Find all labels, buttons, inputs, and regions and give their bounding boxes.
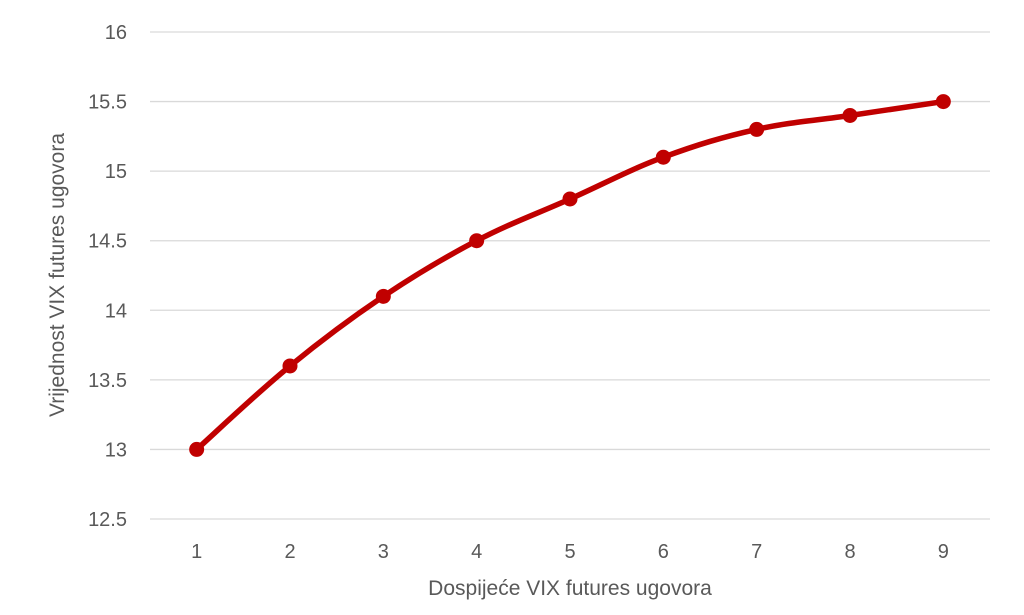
- x-tick-label: 6: [658, 541, 669, 563]
- y-axis-label: Vrijednost VIX futures ugovora: [46, 133, 69, 417]
- data-point: [282, 358, 298, 374]
- x-axis-ticks: 1 2 3 4 5 6 7 8 9: [191, 541, 949, 563]
- data-point: [562, 191, 578, 207]
- data-point: [749, 121, 765, 137]
- y-tick-label: 16: [105, 22, 127, 44]
- x-tick-label: 5: [564, 541, 575, 563]
- x-axis-label: Dospijeće VIX futures ugovora: [428, 577, 712, 600]
- y-tick-label: 12.5: [88, 509, 127, 531]
- data-point: [935, 94, 951, 110]
- data-point: [655, 149, 671, 165]
- y-tick-label: 15: [105, 161, 127, 183]
- x-tick-label: 9: [938, 541, 949, 563]
- x-tick-label: 4: [471, 541, 482, 563]
- data-point: [469, 233, 485, 249]
- data-point: [375, 288, 391, 304]
- y-tick-label: 13.5: [88, 370, 127, 392]
- x-tick-label: 1: [191, 541, 202, 563]
- gridlines: [150, 31, 990, 520]
- x-tick-label: 7: [751, 541, 762, 563]
- x-tick-label: 2: [284, 541, 295, 563]
- y-tick-label: 14.5: [88, 231, 127, 253]
- y-tick-label: 13: [105, 439, 127, 461]
- x-tick-label: 3: [378, 541, 389, 563]
- data-point: [842, 107, 858, 123]
- data-point: [189, 441, 205, 457]
- series: [189, 94, 951, 457]
- y-axis-ticks: 12.5 13 13.5 14 14.5 15 15.5 16: [88, 22, 127, 531]
- y-tick-label: 14: [105, 300, 127, 322]
- y-tick-label: 15.5: [88, 92, 127, 114]
- x-tick-label: 8: [844, 541, 855, 563]
- series-line-0: [193, 98, 947, 453]
